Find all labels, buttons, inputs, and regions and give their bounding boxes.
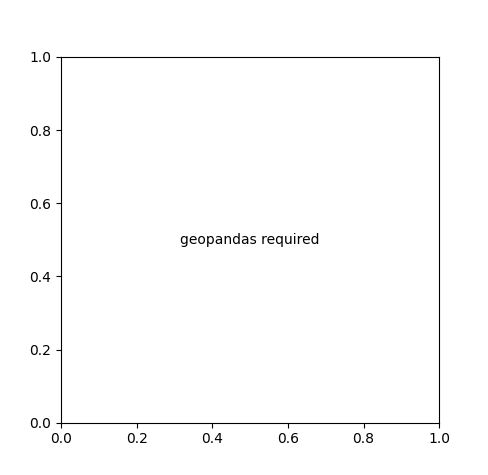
Text: geopandas required: geopandas required (181, 233, 320, 247)
